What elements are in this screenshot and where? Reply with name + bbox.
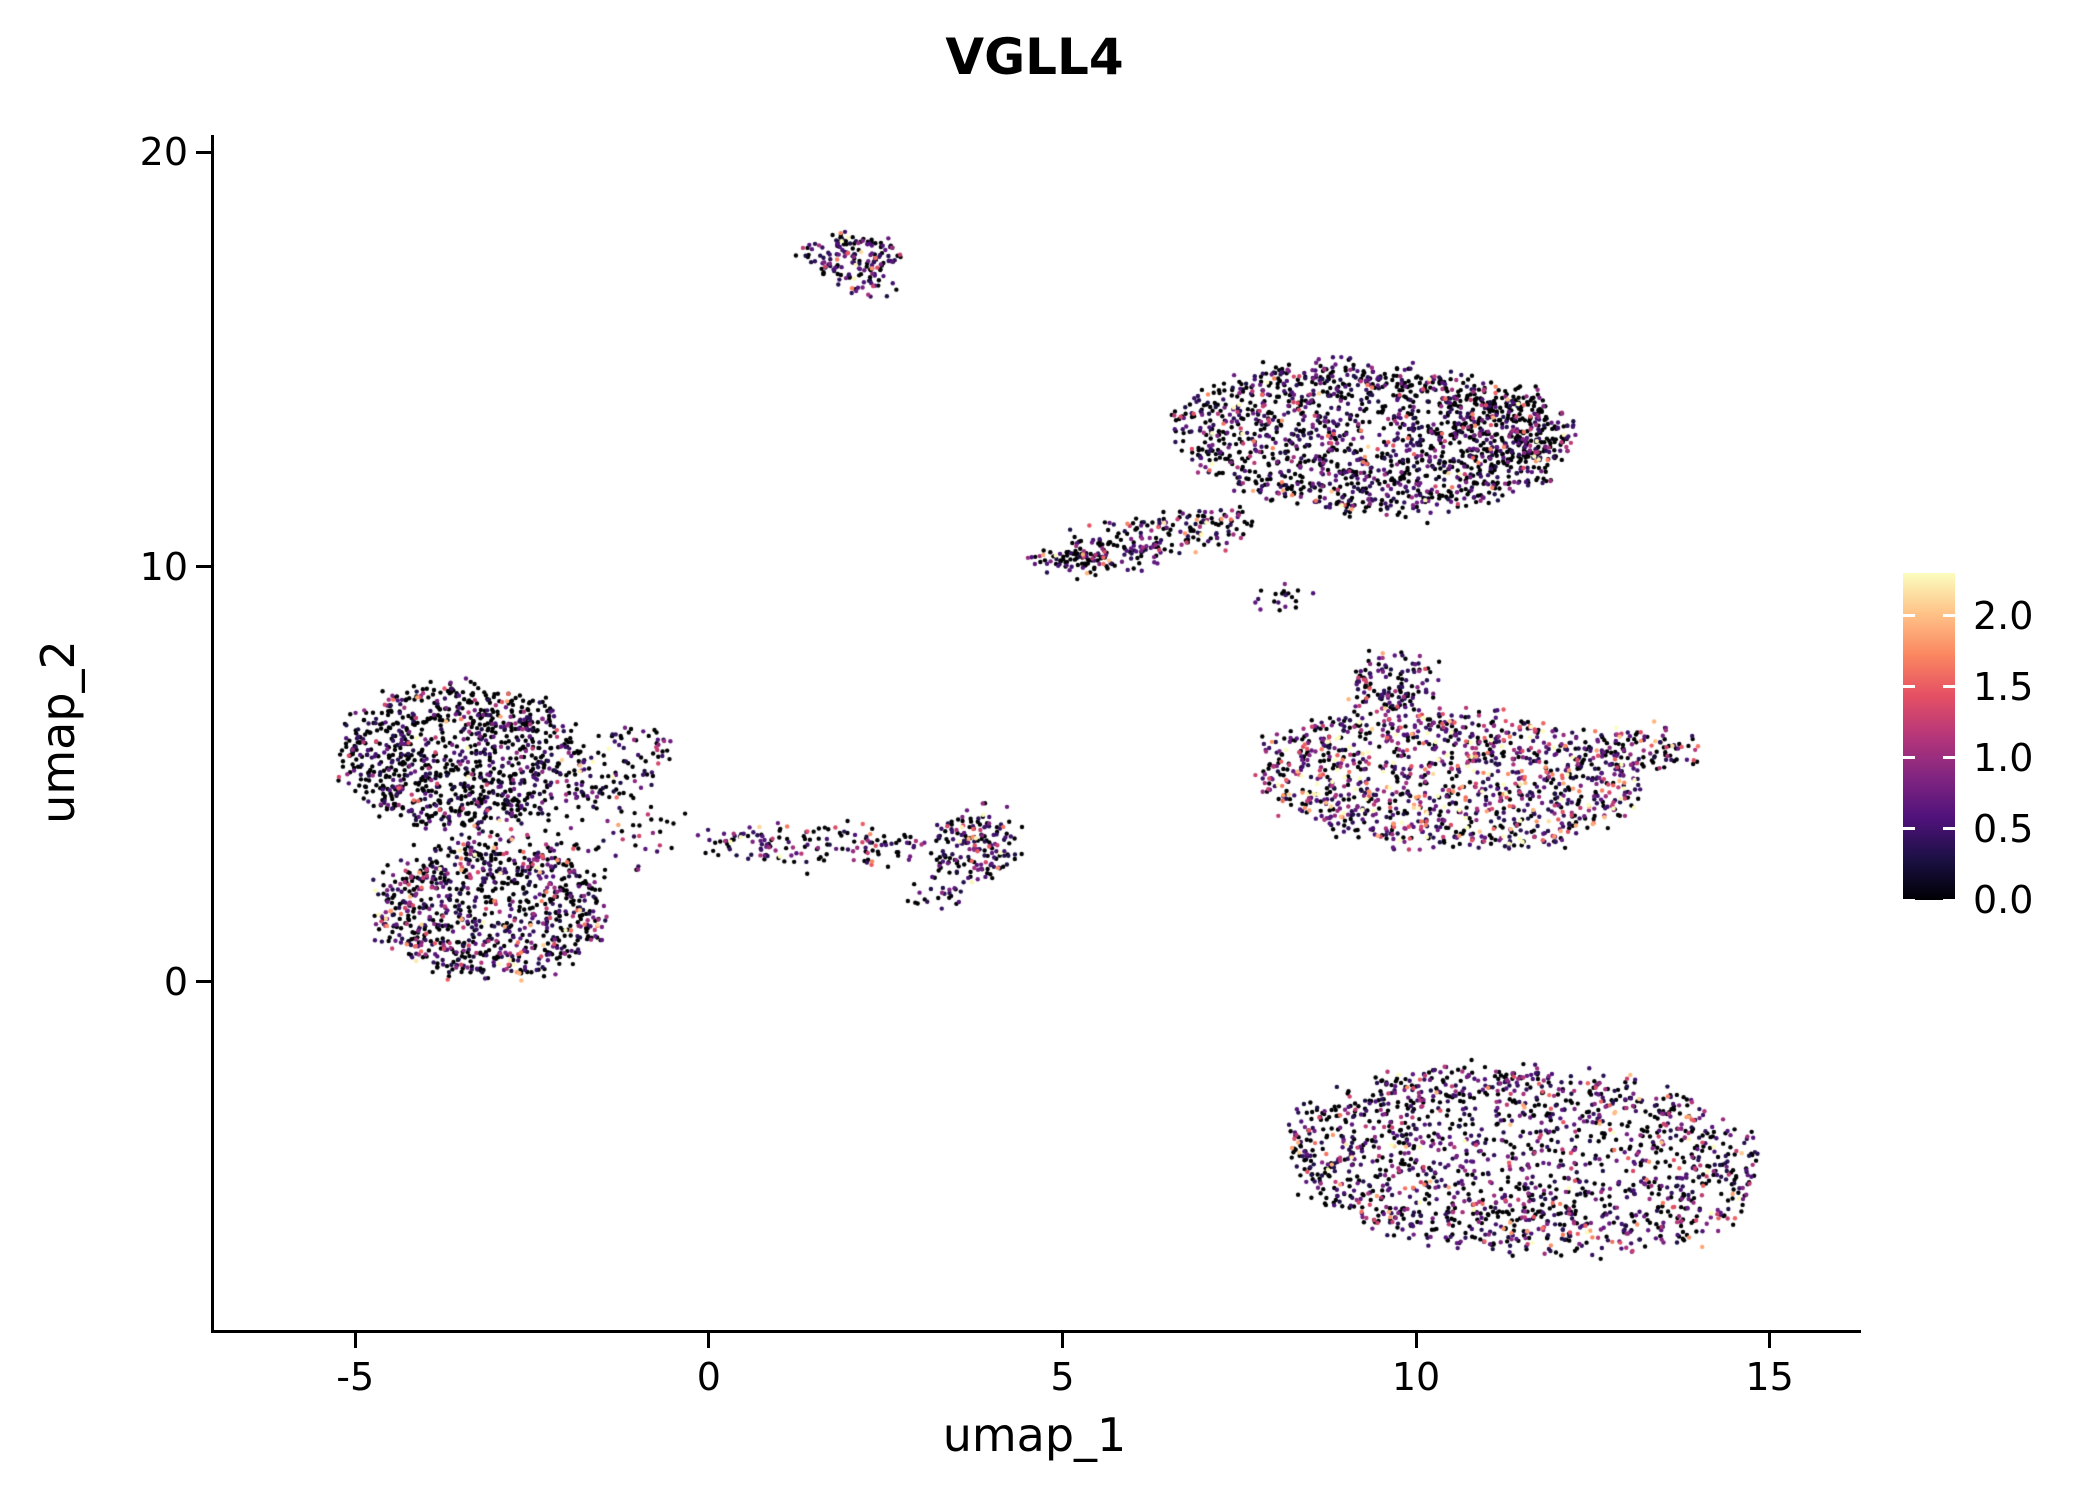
x-tick-mark	[707, 1333, 711, 1348]
colorbar-tick-mark	[1903, 827, 1915, 831]
colorbar-tick-label: 0.5	[1973, 806, 2034, 851]
scatter-points-canvas	[214, 135, 1861, 1330]
chart-title: VGLL4	[945, 28, 1124, 86]
colorbar-gradient	[1903, 573, 1955, 900]
colorbar-tick-mark	[1903, 614, 1915, 618]
colorbar-tick-mark	[1943, 898, 1955, 902]
x-tick-label: 5	[1050, 1355, 1075, 1399]
plot-panel	[211, 135, 1861, 1333]
x-tick-label: 0	[696, 1355, 721, 1399]
y-tick-mark	[196, 150, 211, 154]
x-tick-label: 10	[1391, 1355, 1441, 1399]
colorbar-tick-mark	[1903, 898, 1915, 902]
y-tick-mark	[196, 980, 211, 984]
y-tick-label: 10	[139, 544, 188, 589]
colorbar-tick-mark	[1943, 614, 1955, 618]
x-tick-label: -5	[336, 1355, 375, 1399]
y-tick-label: 20	[139, 130, 188, 174]
x-tick-mark	[1060, 1333, 1064, 1348]
x-axis-label: umap_1	[942, 1408, 1127, 1462]
y-tick-mark	[196, 565, 211, 569]
colorbar-tick-mark	[1903, 685, 1915, 689]
x-tick-mark	[1768, 1333, 1772, 1348]
colorbar-tick-mark	[1943, 827, 1955, 831]
x-tick-mark	[1414, 1333, 1418, 1348]
colorbar-tick-label: 1.5	[1973, 664, 2034, 709]
colorbar-tick-mark	[1943, 756, 1955, 760]
colorbar-tick-label: 1.0	[1973, 735, 2034, 780]
colorbar-tick-mark	[1943, 685, 1955, 689]
colorbar-tick-label: 2.0	[1973, 593, 2034, 638]
colorbar-tick-mark	[1903, 756, 1915, 760]
x-tick-mark	[353, 1333, 357, 1348]
y-tick-label: 0	[163, 959, 188, 1004]
x-tick-label: 15	[1745, 1355, 1794, 1399]
y-axis-label: umap_2	[31, 640, 85, 824]
colorbar-tick-label: 0.0	[1973, 878, 2034, 922]
